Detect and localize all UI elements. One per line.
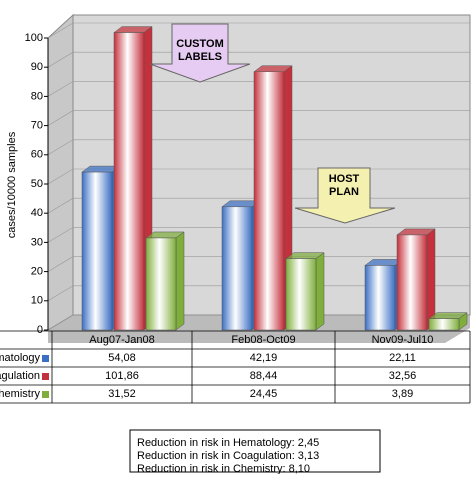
y-axis-label: cases/10000 samples (6, 131, 18, 238)
legend-swatch (42, 373, 49, 380)
bar (145, 237, 177, 331)
value-label: 31,52 (108, 388, 136, 400)
y-tick-label: 90 (31, 61, 43, 73)
y-tick-label: 0 (37, 324, 43, 336)
y-tick-label: 30 (31, 236, 43, 248)
annotation: HOST (329, 173, 360, 185)
y-tick-label: 70 (31, 120, 43, 132)
grid-line (47, 285, 470, 302)
annotation: PLAN (329, 186, 359, 198)
note: Reduction in risk in Coagulation: 3,13 (137, 450, 319, 462)
value-label: 101,86 (105, 370, 139, 382)
value-label: 22,11 (389, 352, 416, 364)
bar-side (315, 252, 325, 331)
note: Reduction in risk in Chemistry: 8,10 (137, 463, 310, 474)
category-label: Aug07-Jan08 (89, 334, 154, 346)
grid-line (47, 227, 470, 243)
callout-host-plan: HOST PLAN (294, 167, 396, 224)
grid-line (47, 22, 470, 39)
data-table: Aug07-Jan08 54,08 101,86 31,52 Feb08-Oct09 42… (0, 330, 471, 404)
legend-swatch (42, 355, 49, 362)
bar (113, 32, 145, 331)
grid-line (47, 256, 470, 272)
bar-side (175, 231, 185, 331)
y-tick-label: 20 (31, 266, 43, 278)
notes-box (129, 429, 381, 473)
value-label: 54,08 (108, 352, 136, 364)
bar (285, 258, 317, 331)
y-tick-label: 60 (31, 149, 43, 161)
note: Reduction in risk in Hematology: 2,45 (137, 437, 319, 449)
bar (81, 171, 113, 331)
category-label: Nov09-Jul10 (372, 334, 434, 346)
y-tick-label: 10 (31, 295, 43, 307)
value-label: 88,44 (250, 370, 278, 382)
value-label: 32,56 (389, 370, 417, 382)
value-label: 24,45 (250, 388, 278, 400)
y-tick-label: 50 (31, 178, 43, 190)
side-wall (47, 13, 74, 331)
value-label: 3,89 (392, 388, 413, 400)
bar (253, 71, 285, 331)
bar (364, 265, 396, 331)
grid-line (47, 81, 470, 97)
annotation: CUSTOM (176, 38, 223, 50)
bar (221, 206, 253, 331)
grid-line (47, 110, 470, 126)
y-tick-label: 100 (25, 32, 43, 44)
legend-label: Chemistry (0, 388, 40, 400)
callout-custom-labels: CUSTOM LABELS (149, 23, 251, 83)
y-tick-label: 40 (31, 207, 43, 219)
annotation: LABELS (178, 51, 222, 63)
value-label: 42,19 (250, 352, 278, 364)
grid-line (47, 314, 470, 331)
bar (428, 318, 460, 331)
y-tick-label: 80 (31, 90, 43, 102)
legend-label: Hematology (0, 352, 40, 364)
category-label: Feb08-Oct09 (231, 334, 295, 346)
bar (396, 234, 428, 331)
grid-line (47, 51, 470, 68)
plot (47, 22, 470, 331)
legend-label: Coagulation (0, 370, 40, 382)
grid-line (47, 139, 470, 156)
legend-swatch (42, 391, 49, 398)
